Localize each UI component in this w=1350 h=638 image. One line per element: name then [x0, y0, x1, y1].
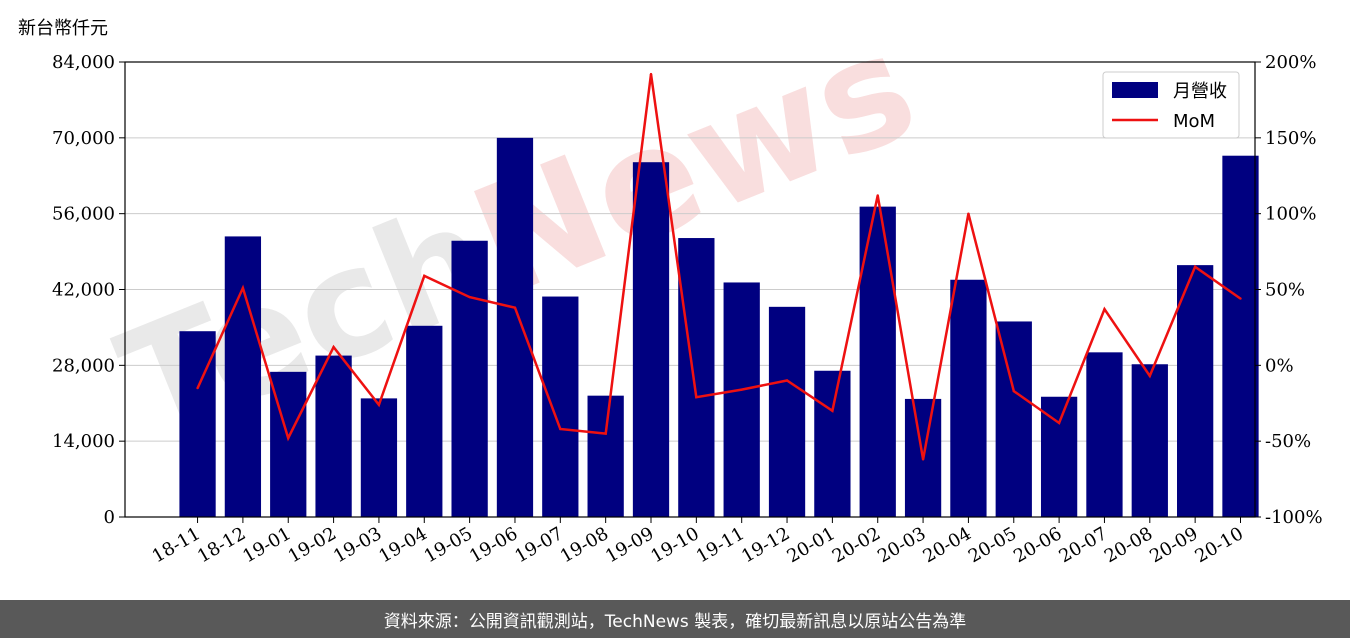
- x-tick-label: 20-02: [829, 523, 884, 567]
- x-tick-label: 19-09: [602, 523, 657, 567]
- y-tick-label-right: 200%: [1265, 52, 1316, 73]
- mom-point: [241, 286, 245, 290]
- x-tick-label: 20-08: [1101, 523, 1156, 567]
- bar: [1222, 155, 1259, 518]
- bar: [224, 236, 262, 517]
- x-tick-label: 20-07: [1056, 523, 1111, 567]
- y-tick-label-right: 0%: [1265, 355, 1294, 376]
- mom-point: [513, 306, 517, 309]
- bar: [1177, 265, 1214, 517]
- y-tick-label-left: 56,000: [52, 204, 115, 225]
- legend-label-revenue: 月營收: [1173, 81, 1227, 102]
- mom-point: [287, 436, 290, 440]
- x-tick-label: 19-02: [285, 523, 340, 567]
- y-tick-label-left: 14,000: [52, 431, 115, 452]
- x-tick-label: 19-10: [647, 523, 702, 567]
- x-tick-label: 18-11: [149, 523, 204, 567]
- bar: [723, 282, 760, 517]
- y-tick-label-right: 50%: [1265, 280, 1305, 301]
- mom-point: [921, 458, 925, 461]
- mom-point: [1239, 297, 1242, 300]
- y-tick-label-left: 42,000: [52, 280, 115, 301]
- chart: TechNews 014,00028,00042,00056,00070,000…: [52, 0, 1323, 567]
- mom-point: [423, 274, 426, 278]
- bar: [451, 240, 488, 517]
- bar: [632, 162, 670, 518]
- line-series: [196, 72, 1242, 461]
- mom-point: [1057, 421, 1061, 425]
- bar-series: [179, 137, 1259, 518]
- legend-label-mom: MoM: [1173, 111, 1215, 132]
- legend: 月營收 MoM: [1102, 71, 1240, 139]
- bar: [995, 321, 1032, 517]
- mom-point: [559, 427, 562, 431]
- y-tick-label-left: 84,000: [52, 52, 115, 73]
- bar: [1086, 352, 1123, 517]
- bar: [406, 325, 443, 517]
- footer: 資料來源：公開資訊觀測站，TechNews 製表，確切最新訊息以原站公告為準: [0, 600, 1350, 638]
- x-tick-label: 19-07: [511, 523, 566, 567]
- x-tick-label: 20-03: [874, 523, 929, 567]
- mom-point: [377, 403, 381, 406]
- mom-point: [1148, 374, 1151, 378]
- bar: [542, 296, 579, 517]
- mom-point: [967, 212, 970, 215]
- bar: [768, 306, 806, 517]
- footer-text: 資料來源：公開資訊觀測站，TechNews 製表，確切最新訊息以原站公告為準: [383, 611, 967, 632]
- mom-point: [876, 194, 879, 197]
- bar: [360, 398, 398, 517]
- bar: [1040, 396, 1078, 517]
- mom-point: [1012, 389, 1015, 393]
- bar: [315, 355, 352, 517]
- y-axis-right: -100% -50% 0% 50% 100% 150% 200%: [1255, 52, 1323, 528]
- bar: [1131, 364, 1168, 517]
- x-tick-label: 19-11: [693, 523, 748, 567]
- y-tick-label-right: 150%: [1265, 128, 1316, 149]
- x-tick-label: 19-06: [466, 523, 521, 567]
- y-axis-left: 0 14,000 28,000 42,000 56,000 70,000 84,000: [52, 52, 125, 528]
- x-tick-label: 20-04: [919, 523, 974, 567]
- x-tick-label: 19-04: [375, 523, 430, 567]
- x-tick-label: 19-05: [421, 523, 476, 567]
- bar: [587, 395, 624, 517]
- x-tick-label: 18-12: [194, 523, 249, 567]
- y-tick-label-right: 100%: [1265, 204, 1316, 225]
- x-tick-label: 20-10: [1192, 523, 1247, 567]
- mom-point: [695, 395, 698, 399]
- bar: [950, 279, 987, 517]
- y-unit-label: 新台幣仟元: [18, 18, 108, 39]
- mom-point: [196, 386, 199, 390]
- y-tick-label-left: 0: [104, 507, 115, 528]
- bar: [814, 370, 851, 517]
- x-tick-label: 19-08: [557, 523, 612, 567]
- y-tick-label-right: -50%: [1265, 431, 1311, 452]
- bar: [496, 137, 534, 518]
- x-tick-label: 20-01: [783, 523, 838, 567]
- y-tick-label-left: 28,000: [52, 355, 115, 376]
- x-tick-label: 20-06: [1010, 523, 1065, 567]
- bar: [678, 238, 715, 517]
- mom-point: [649, 72, 653, 76]
- mom-line: [196, 73, 1242, 460]
- x-tick-label: 19-03: [330, 523, 385, 567]
- mom-point: [785, 379, 789, 382]
- x-tick-label: 19-12: [738, 523, 793, 567]
- y-tick-label-right: -100%: [1265, 507, 1323, 528]
- mom-point: [604, 432, 607, 435]
- mom-point: [831, 409, 834, 413]
- x-tick-label: 19-01: [239, 523, 294, 567]
- x-tick-label: 20-09: [1146, 523, 1201, 567]
- mom-point: [1103, 308, 1106, 311]
- mom-point: [332, 345, 335, 349]
- legend-swatch-bar: [1112, 82, 1158, 98]
- x-axis: 18-1118-1219-0119-0219-0319-0419-0519-06…: [149, 517, 1247, 567]
- y-tick-label-left: 70,000: [52, 128, 115, 149]
- mom-point: [740, 388, 743, 391]
- x-tick-label: 20-05: [965, 523, 1020, 567]
- mom-point: [468, 295, 471, 299]
- mom-point: [1193, 265, 1197, 268]
